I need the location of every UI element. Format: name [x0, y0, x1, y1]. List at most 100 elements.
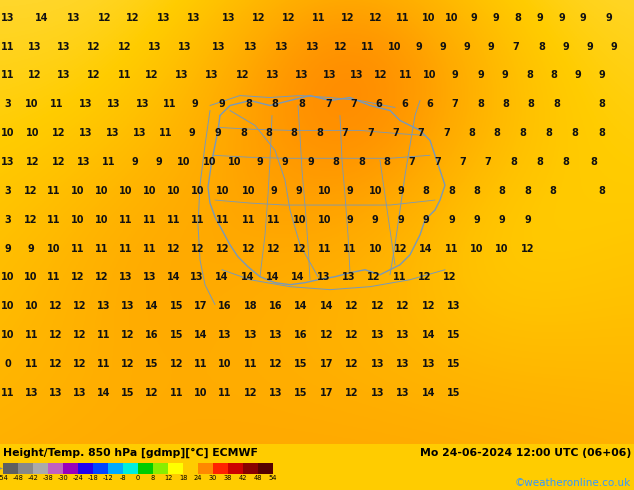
Text: 11: 11 [1, 42, 15, 51]
Text: 9: 9 [415, 42, 422, 51]
Text: 9: 9 [501, 71, 508, 80]
Text: 13: 13 [174, 71, 188, 80]
Text: 10: 10 [495, 244, 509, 254]
Text: 10: 10 [1, 301, 15, 311]
Text: 8: 8 [563, 157, 569, 167]
Text: 12: 12 [269, 359, 283, 369]
Text: 8: 8 [538, 42, 545, 51]
Text: 10: 10 [70, 186, 84, 196]
Text: 9: 9 [282, 157, 288, 167]
Text: 11: 11 [396, 13, 410, 23]
Text: 13: 13 [148, 42, 162, 51]
Text: 13: 13 [370, 330, 384, 340]
Text: 13: 13 [77, 157, 91, 167]
Text: 9: 9 [155, 157, 162, 167]
Text: 10: 10 [167, 186, 181, 196]
Text: 13: 13 [306, 42, 320, 51]
Text: 8: 8 [272, 99, 278, 109]
Text: 12: 12 [243, 388, 257, 398]
Text: 12: 12 [117, 42, 131, 51]
Text: 14: 14 [266, 272, 280, 282]
Text: 8: 8 [524, 186, 531, 196]
Bar [48, 463, 63, 474]
Text: 7: 7 [452, 99, 458, 109]
Text: 11: 11 [1, 388, 15, 398]
Text: 12: 12 [281, 13, 295, 23]
Text: 12: 12 [320, 330, 333, 340]
Text: 12: 12 [87, 42, 101, 51]
Text: -42: -42 [27, 475, 39, 481]
Text: 11: 11 [399, 71, 413, 80]
Text: 0: 0 [136, 475, 140, 481]
Text: 9: 9 [471, 13, 477, 23]
Text: 13: 13 [143, 272, 157, 282]
Text: 15: 15 [169, 330, 183, 340]
Text: 12: 12 [121, 330, 135, 340]
Bar [3, 463, 18, 474]
Text: ©weatheronline.co.uk: ©weatheronline.co.uk [515, 478, 631, 488]
Text: 10: 10 [1, 128, 15, 138]
Text: 11: 11 [119, 244, 133, 254]
Text: -48: -48 [13, 475, 23, 481]
Text: 12: 12 [418, 272, 432, 282]
Text: 15: 15 [294, 359, 308, 369]
Text: 7: 7 [443, 128, 450, 138]
Text: 14: 14 [320, 301, 333, 311]
Text: -18: -18 [87, 475, 98, 481]
Text: 13: 13 [266, 71, 280, 80]
Text: 8: 8 [503, 99, 509, 109]
Text: 3: 3 [4, 99, 11, 109]
Text: 13: 13 [73, 388, 87, 398]
Text: 9: 9 [307, 157, 314, 167]
Text: 7: 7 [485, 157, 491, 167]
Text: 12: 12 [367, 272, 381, 282]
Text: 13: 13 [342, 272, 356, 282]
Text: 11: 11 [343, 244, 357, 254]
Text: 12: 12 [216, 244, 230, 254]
Text: 10: 10 [143, 186, 157, 196]
Text: 10: 10 [47, 244, 61, 254]
Text: 9: 9 [474, 215, 480, 225]
Text: 10: 10 [318, 215, 332, 225]
Text: 8: 8 [245, 99, 252, 109]
Text: 10: 10 [191, 186, 205, 196]
Text: 9: 9 [398, 215, 404, 225]
Text: 13: 13 [56, 42, 70, 51]
Text: 12: 12 [191, 244, 205, 254]
Text: 12: 12 [73, 359, 87, 369]
Text: 16: 16 [145, 330, 159, 340]
Text: 13: 13 [107, 99, 121, 109]
Text: 9: 9 [463, 42, 470, 51]
Text: 9: 9 [271, 186, 277, 196]
Text: 7: 7 [342, 128, 348, 138]
Text: 11: 11 [163, 99, 177, 109]
Text: 8: 8 [299, 99, 305, 109]
Text: 13: 13 [97, 301, 111, 311]
Text: 13: 13 [28, 42, 42, 51]
Text: 11: 11 [50, 99, 64, 109]
Text: 18: 18 [243, 301, 257, 311]
Text: 9: 9 [452, 71, 458, 80]
Text: 10: 10 [292, 215, 306, 225]
Text: 9: 9 [372, 215, 378, 225]
Text: 11: 11 [392, 272, 406, 282]
Text: 54: 54 [269, 475, 277, 481]
Text: 11: 11 [94, 244, 108, 254]
Text: 12: 12 [28, 71, 42, 80]
Text: 17: 17 [320, 359, 333, 369]
Text: 12: 12 [73, 301, 87, 311]
Text: 10: 10 [387, 42, 401, 51]
Text: 8: 8 [519, 128, 526, 138]
Text: 12: 12 [422, 301, 436, 311]
Bar [183, 463, 198, 474]
Text: -54: -54 [0, 475, 8, 481]
Text: 9: 9 [488, 42, 494, 51]
Text: 13: 13 [422, 359, 436, 369]
Text: 12: 12 [340, 13, 354, 23]
Text: 12: 12 [94, 272, 108, 282]
Text: 12: 12 [51, 157, 65, 167]
Text: 8: 8 [316, 128, 323, 138]
Text: 10: 10 [177, 157, 191, 167]
Text: 8: 8 [423, 186, 429, 196]
Text: 6: 6 [427, 99, 433, 109]
